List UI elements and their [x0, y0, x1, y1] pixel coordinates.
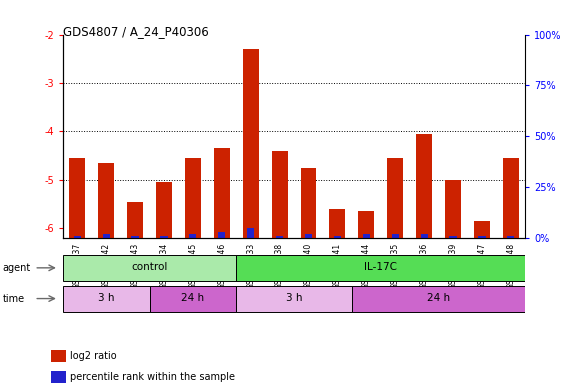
Bar — [127, 202, 143, 238]
Bar — [329, 209, 345, 238]
Bar — [507, 236, 514, 238]
Bar — [445, 180, 461, 238]
Bar — [416, 134, 432, 238]
Text: log2 ratio: log2 ratio — [70, 351, 117, 361]
Bar — [160, 236, 167, 238]
Bar — [359, 212, 374, 238]
Bar — [247, 228, 254, 238]
Bar — [300, 168, 316, 238]
Text: 24 h: 24 h — [182, 293, 204, 303]
Bar — [214, 149, 230, 238]
Bar — [150, 286, 236, 311]
Bar — [392, 234, 399, 238]
Text: control: control — [131, 262, 168, 272]
Bar — [218, 232, 226, 238]
Bar — [103, 234, 110, 238]
Bar — [272, 151, 288, 238]
Bar — [276, 236, 283, 238]
Text: percentile rank within the sample: percentile rank within the sample — [70, 372, 235, 382]
Bar — [74, 236, 81, 238]
Text: 3 h: 3 h — [98, 293, 114, 303]
Bar — [98, 163, 114, 238]
Bar — [387, 158, 403, 238]
Bar — [421, 234, 428, 238]
Bar — [474, 221, 490, 238]
Bar — [156, 182, 172, 238]
Bar — [352, 286, 525, 311]
Bar — [334, 236, 341, 238]
Bar — [363, 234, 370, 238]
Text: agent: agent — [3, 263, 31, 273]
Bar — [190, 234, 196, 238]
Bar — [63, 286, 150, 311]
Text: GDS4807 / A_24_P40306: GDS4807 / A_24_P40306 — [63, 25, 208, 38]
Bar — [131, 236, 139, 238]
Text: 3 h: 3 h — [286, 293, 302, 303]
Text: IL-17C: IL-17C — [364, 262, 397, 272]
Text: 24 h: 24 h — [427, 293, 450, 303]
Bar — [478, 236, 485, 238]
Bar — [449, 236, 457, 238]
Bar — [503, 158, 519, 238]
Bar — [63, 255, 236, 281]
Bar — [69, 158, 85, 238]
Bar — [185, 158, 201, 238]
Text: time: time — [3, 293, 25, 304]
Bar — [236, 286, 352, 311]
Bar — [243, 49, 259, 238]
Bar — [236, 255, 525, 281]
Bar — [305, 234, 312, 238]
